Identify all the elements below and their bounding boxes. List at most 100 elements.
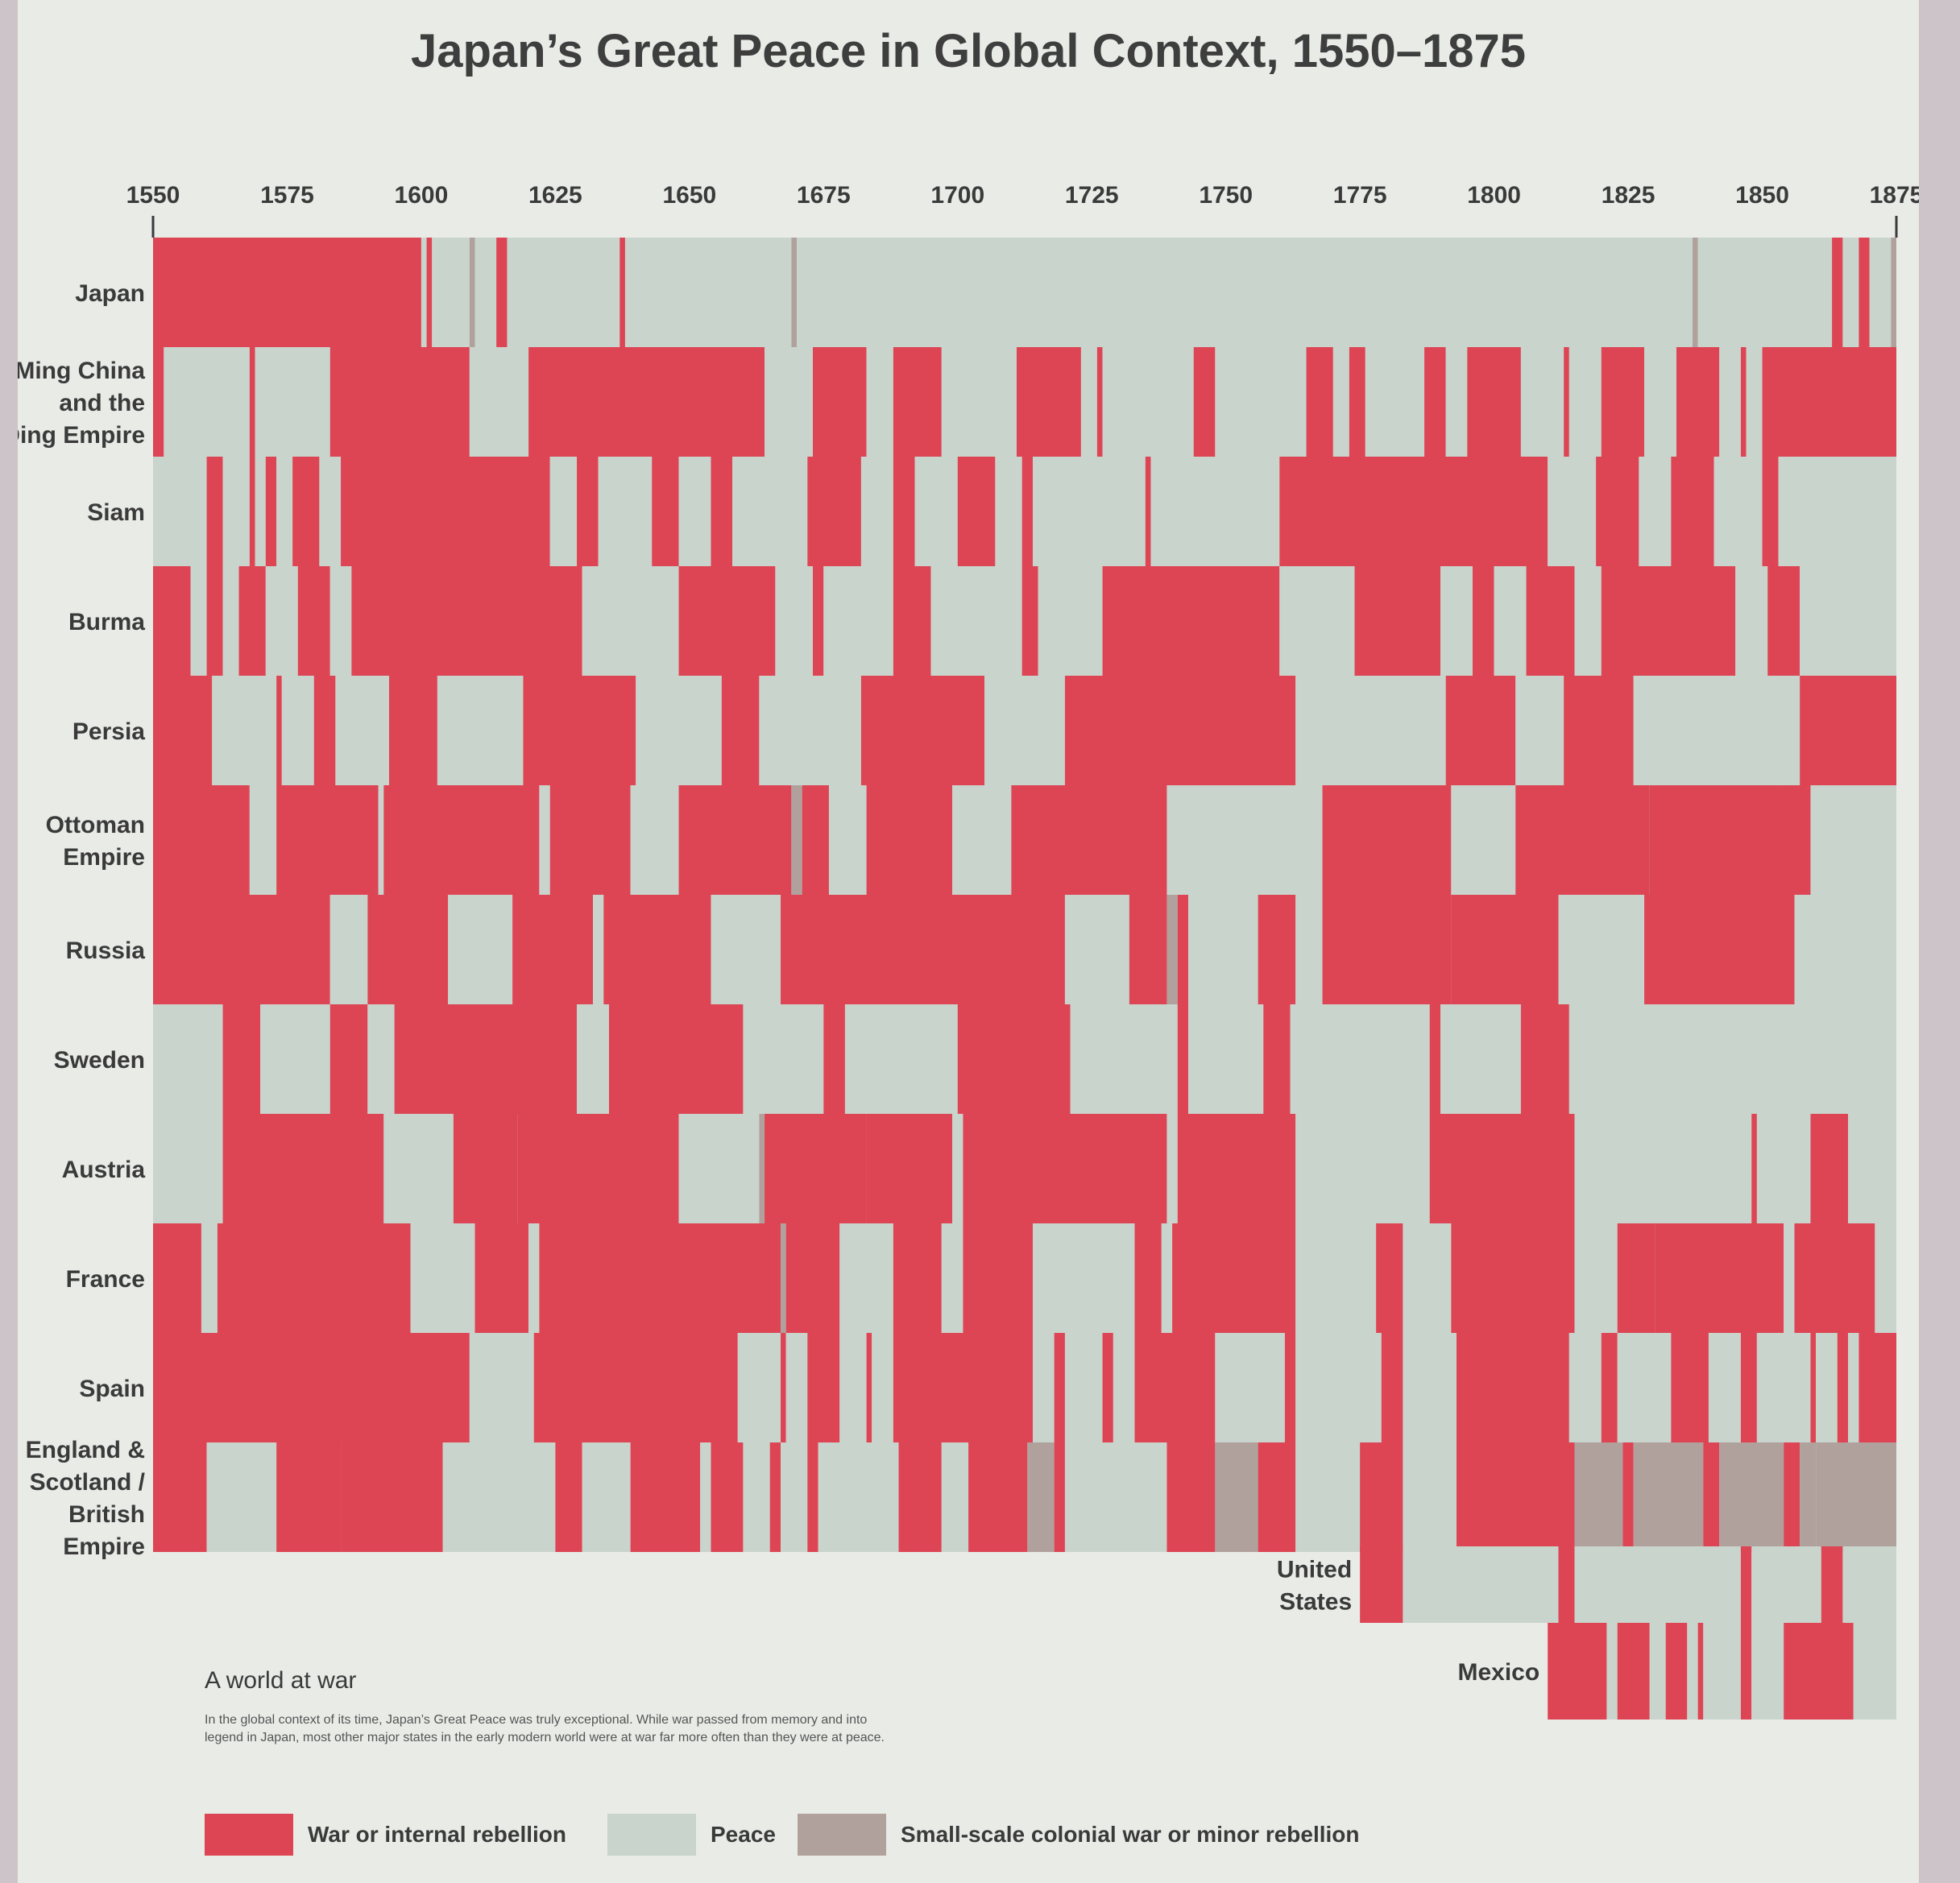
row-label: Russia <box>66 937 146 964</box>
x-tick-label: 1825 <box>1602 182 1655 209</box>
period-bar-peace <box>678 1114 760 1223</box>
period-bar-war <box>1617 1223 1655 1333</box>
period-bar-peace <box>1032 1333 1055 1442</box>
period-bar-peace <box>823 566 893 676</box>
period-bar-peace <box>1295 895 1323 1004</box>
period-bar-peace <box>1365 347 1425 457</box>
period-bar-peace <box>582 1442 631 1552</box>
period-bar-peace <box>335 676 389 785</box>
period-bar-peace <box>255 347 330 457</box>
period-bar-war <box>893 566 931 676</box>
period-bar-war <box>1096 347 1103 457</box>
period-bar-war <box>153 238 421 347</box>
period-bar-peace <box>781 1442 808 1552</box>
period-bar-minor <box>1891 238 1896 347</box>
period-bar-minor <box>469 238 475 347</box>
period-bar-war <box>1564 676 1634 785</box>
period-bar-peace <box>1708 1333 1741 1442</box>
period-bar-war <box>898 1442 942 1552</box>
period-bar-minor <box>1166 895 1178 1004</box>
row-label: England & Scotland / British Empire <box>26 1437 146 1560</box>
row-label: Spain <box>79 1376 145 1402</box>
period-bar-minor <box>791 238 798 347</box>
period-bar-peace <box>1687 1623 1698 1720</box>
period-bar-war <box>206 566 223 676</box>
period-bar-war <box>265 457 277 566</box>
period-bar-war <box>533 1333 738 1442</box>
period-bar-war <box>341 457 550 566</box>
period-bar-peace <box>995 457 1022 566</box>
period-bar-war <box>276 1442 342 1552</box>
period-bar-war <box>1102 566 1280 676</box>
period-bar-war <box>1424 347 1446 457</box>
period-bar-war <box>222 1114 384 1223</box>
period-bar-minor <box>759 1114 765 1223</box>
period-bar-war <box>474 1223 529 1333</box>
row-label: Burma <box>68 609 145 635</box>
period-bar-peace <box>582 566 679 676</box>
period-bar-peace <box>941 1442 969 1552</box>
period-bar-minor <box>1692 238 1698 347</box>
period-bar-peace <box>329 566 352 676</box>
period-bar-war <box>1360 1442 1403 1552</box>
period-bar-peace <box>592 895 604 1004</box>
period-bar-peace <box>1440 1004 1521 1114</box>
period-bar-peace <box>1440 566 1473 676</box>
period-bar-peace <box>1102 347 1194 457</box>
period-bar-war <box>807 1442 818 1552</box>
period-bar-war <box>1762 347 1896 457</box>
period-bar-peace <box>437 676 524 785</box>
period-bar-war <box>153 785 250 895</box>
period-bar-war <box>1515 785 1650 895</box>
row-label: Ottoman Empire <box>46 812 145 871</box>
period-bar-peace <box>785 1333 808 1442</box>
period-bar-peace <box>952 1114 963 1223</box>
period-bar-war <box>1457 1333 1569 1442</box>
legend-swatch-war <box>205 1813 293 1856</box>
legend-item-peace: Peace <box>607 1812 776 1856</box>
period-bar-peace <box>1869 238 1892 347</box>
heatmap-row <box>153 895 1896 1004</box>
period-bar-peace <box>190 566 207 676</box>
period-bar-war <box>1263 1004 1291 1114</box>
period-bar-peace <box>1703 1623 1741 1720</box>
period-bar-war <box>1376 1223 1403 1333</box>
period-bar-peace <box>1080 347 1097 457</box>
period-bar-peace <box>1403 1333 1457 1442</box>
period-bar-peace <box>1649 1623 1666 1720</box>
period-bar-peace <box>743 1004 824 1114</box>
period-bar-war <box>812 347 867 457</box>
period-bar-minor <box>1719 1442 1784 1552</box>
period-bar-peace <box>222 457 250 566</box>
period-bar-war <box>866 1114 953 1223</box>
period-bar-war <box>1451 895 1559 1004</box>
period-bar-war <box>1821 1546 1843 1623</box>
x-tick-label: 1750 <box>1199 182 1253 209</box>
period-bar-peace <box>1150 457 1280 566</box>
period-bar-war <box>313 676 336 785</box>
period-bar-peace <box>1751 1623 1784 1720</box>
period-bar-peace <box>507 238 620 347</box>
period-bar-war <box>1858 238 1870 347</box>
period-bar-peace <box>1574 566 1602 676</box>
period-bar-war <box>1794 1442 1800 1552</box>
period-bar-war <box>860 676 985 785</box>
period-bar-war <box>1858 1333 1896 1442</box>
period-bar-war <box>1520 1004 1569 1114</box>
x-tick-label: 1850 <box>1735 182 1789 209</box>
period-bar-war <box>1601 1333 1618 1442</box>
period-bar-peace <box>164 347 250 457</box>
period-bar-peace <box>153 457 207 566</box>
period-bar-war <box>329 347 470 457</box>
period-bar-minor <box>1800 1442 1817 1552</box>
period-bar-war <box>1800 676 1896 785</box>
period-bar-war <box>866 785 953 895</box>
heatmap-row <box>153 1223 1896 1333</box>
period-bar-war <box>1011 785 1167 895</box>
period-bar-peace <box>1295 1333 1382 1442</box>
period-bar-minor <box>791 785 802 895</box>
period-bar-war <box>812 566 824 676</box>
period-bar-war <box>1837 1333 1849 1442</box>
period-bar-peace <box>1713 457 1763 566</box>
period-bar-peace <box>1697 238 1833 347</box>
